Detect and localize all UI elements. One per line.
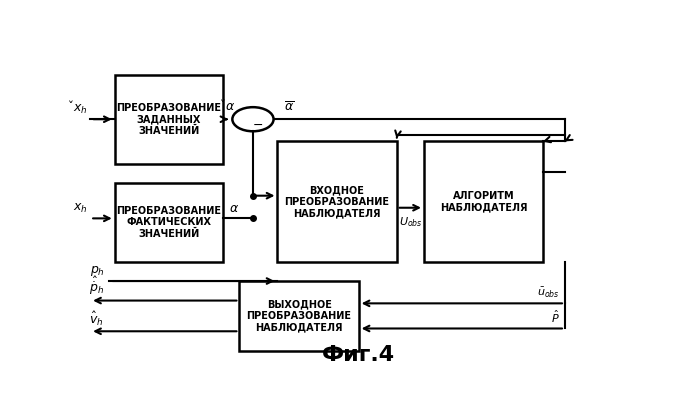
Text: $\check{\alpha}$: $\check{\alpha}$	[220, 98, 235, 113]
Text: $\check{x}_h$: $\check{x}_h$	[68, 99, 88, 116]
Text: Фиг.4: Фиг.4	[322, 345, 395, 365]
Text: ПРЕОБРАЗОВАНИЕ
ЗАДАННЫХ
ЗНАЧЕНИЙ: ПРЕОБРАЗОВАНИЕ ЗАДАННЫХ ЗНАЧЕНИЙ	[116, 103, 221, 136]
Text: $-$: $-$	[252, 118, 263, 131]
Bar	[239, 281, 358, 351]
Text: ВЫХОДНОЕ
ПРЕОБРАЗОВАНИЕ
НАБЛЮДАТЕЛЯ: ВЫХОДНОЕ ПРЕОБРАЗОВАНИЕ НАБЛЮДАТЕЛЯ	[246, 300, 351, 332]
Text: $x_h$: $x_h$	[73, 202, 88, 215]
Text: $\hat{\dot{p}}_h$: $\hat{\dot{p}}_h$	[89, 275, 104, 297]
Text: ВХОДНОЕ
ПРЕОБРАЗОВАНИЕ
НАБЛЮДАТЕЛЯ: ВХОДНОЕ ПРЕОБРАЗОВАНИЕ НАБЛЮДАТЕЛЯ	[284, 185, 389, 218]
Text: $p_h$: $p_h$	[90, 264, 105, 278]
Bar	[115, 75, 223, 164]
Text: ПРЕОБРАЗОВАНИЕ
ФАКТИЧЕСКИХ
ЗНАЧЕНИЙ: ПРЕОБРАЗОВАНИЕ ФАКТИЧЕСКИХ ЗНАЧЕНИЙ	[116, 206, 221, 239]
Bar	[115, 183, 223, 262]
Text: $U_{obs}$: $U_{obs}$	[400, 215, 424, 229]
Text: АЛГОРИТМ
НАБЛЮДАТЕЛЯ: АЛГОРИТМ НАБЛЮДАТЕЛЯ	[440, 191, 527, 213]
Text: $\hat{v}_h$: $\hat{v}_h$	[89, 310, 104, 328]
Bar	[277, 141, 397, 262]
Text: $\hat{P}$: $\hat{P}$	[551, 308, 559, 325]
Text: $\overline{\alpha}$: $\overline{\alpha}$	[284, 101, 295, 115]
Text: $\bar{u}_{obs}$: $\bar{u}_{obs}$	[537, 286, 559, 300]
Text: $\alpha$: $\alpha$	[228, 202, 239, 215]
Bar	[424, 141, 543, 262]
